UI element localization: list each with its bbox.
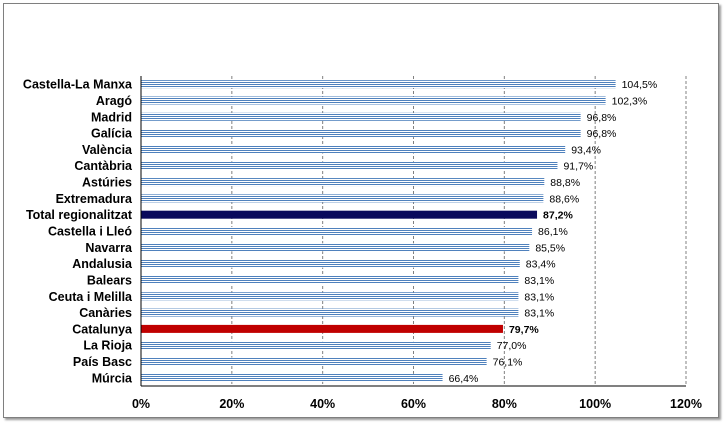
bar	[141, 227, 533, 235]
x-tick-label: 100%	[579, 397, 611, 411]
bar	[141, 145, 566, 154]
x-tick-label: 20%	[219, 397, 244, 411]
category-label: Galícia	[91, 127, 133, 141]
value-label: 83,1%	[524, 308, 554, 320]
bar	[141, 373, 443, 382]
x-tick-label: 80%	[492, 397, 517, 411]
value-label: 88,6%	[549, 193, 579, 205]
category-labels: Castella-La Manxa Aragó Madrid Galícia Valèn…	[23, 78, 133, 386]
category-label: Catalunya	[72, 322, 133, 336]
value-label: 96,8%	[587, 112, 617, 124]
category-label: Ceuta i Melilla	[49, 290, 133, 304]
bar	[141, 324, 503, 333]
category-label: Andalusia	[72, 257, 133, 271]
value-label: 96,8%	[587, 128, 617, 140]
x-tick-label: 120%	[670, 397, 702, 411]
category-label: Castella-La Manxa	[23, 78, 133, 92]
category-label: Balears	[87, 273, 132, 287]
category-label: Cantàbria	[74, 159, 133, 173]
x-tick-label: 60%	[401, 397, 426, 411]
bar	[141, 80, 616, 89]
category-label: València	[82, 143, 133, 157]
bar	[141, 178, 545, 187]
x-tick-label: 40%	[310, 397, 335, 411]
bars	[141, 80, 616, 382]
bar	[141, 210, 538, 219]
category-label: Extremadura	[56, 192, 133, 206]
bar	[141, 129, 581, 138]
category-label: Astúries	[82, 176, 132, 190]
value-label: 66,4%	[449, 373, 479, 385]
value-label: 87,2%	[543, 210, 573, 222]
value-label: 86,1%	[538, 226, 568, 238]
value-label: 102,3%	[612, 95, 648, 107]
bar	[141, 161, 558, 170]
bar	[141, 96, 606, 105]
value-label: 79,7%	[509, 324, 539, 336]
category-label: Múrcia	[92, 371, 133, 385]
category-label: Navarra	[85, 241, 133, 255]
value-label: 77,0%	[497, 340, 527, 352]
value-label: 76,1%	[493, 357, 523, 369]
value-label: 91,7%	[563, 161, 593, 173]
category-label: La Rioja	[83, 339, 133, 353]
value-label: 88,8%	[550, 177, 580, 189]
value-labels: 104,5% 102,3% 96,8% 96,8% 93,4% 91,7% 88,8% 88,…	[449, 79, 658, 385]
bar	[141, 275, 519, 284]
bar	[141, 243, 530, 252]
category-label: Aragó	[96, 94, 132, 108]
category-label: Castella i Lleó	[48, 225, 132, 239]
category-label: Total regionalitzat	[26, 208, 133, 222]
bar	[141, 308, 519, 317]
category-label: Canàries	[79, 306, 132, 320]
x-tick-label: 0%	[132, 397, 150, 411]
value-label: 83,4%	[526, 259, 556, 271]
category-label: Madrid	[91, 110, 132, 124]
bar	[141, 357, 487, 366]
bar	[141, 194, 544, 203]
value-label: 85,5%	[535, 242, 565, 254]
value-label: 93,4%	[571, 144, 601, 156]
bar	[141, 341, 491, 350]
category-label: País Basc	[73, 355, 132, 369]
bar	[141, 112, 581, 121]
value-label: 104,5%	[622, 79, 658, 91]
value-label: 83,1%	[524, 275, 554, 287]
value-label: 83,1%	[524, 291, 554, 303]
bar	[141, 292, 519, 301]
x-axis: 0% 20% 40% 60% 80% 100% 120%	[132, 76, 702, 411]
bar	[141, 259, 520, 268]
